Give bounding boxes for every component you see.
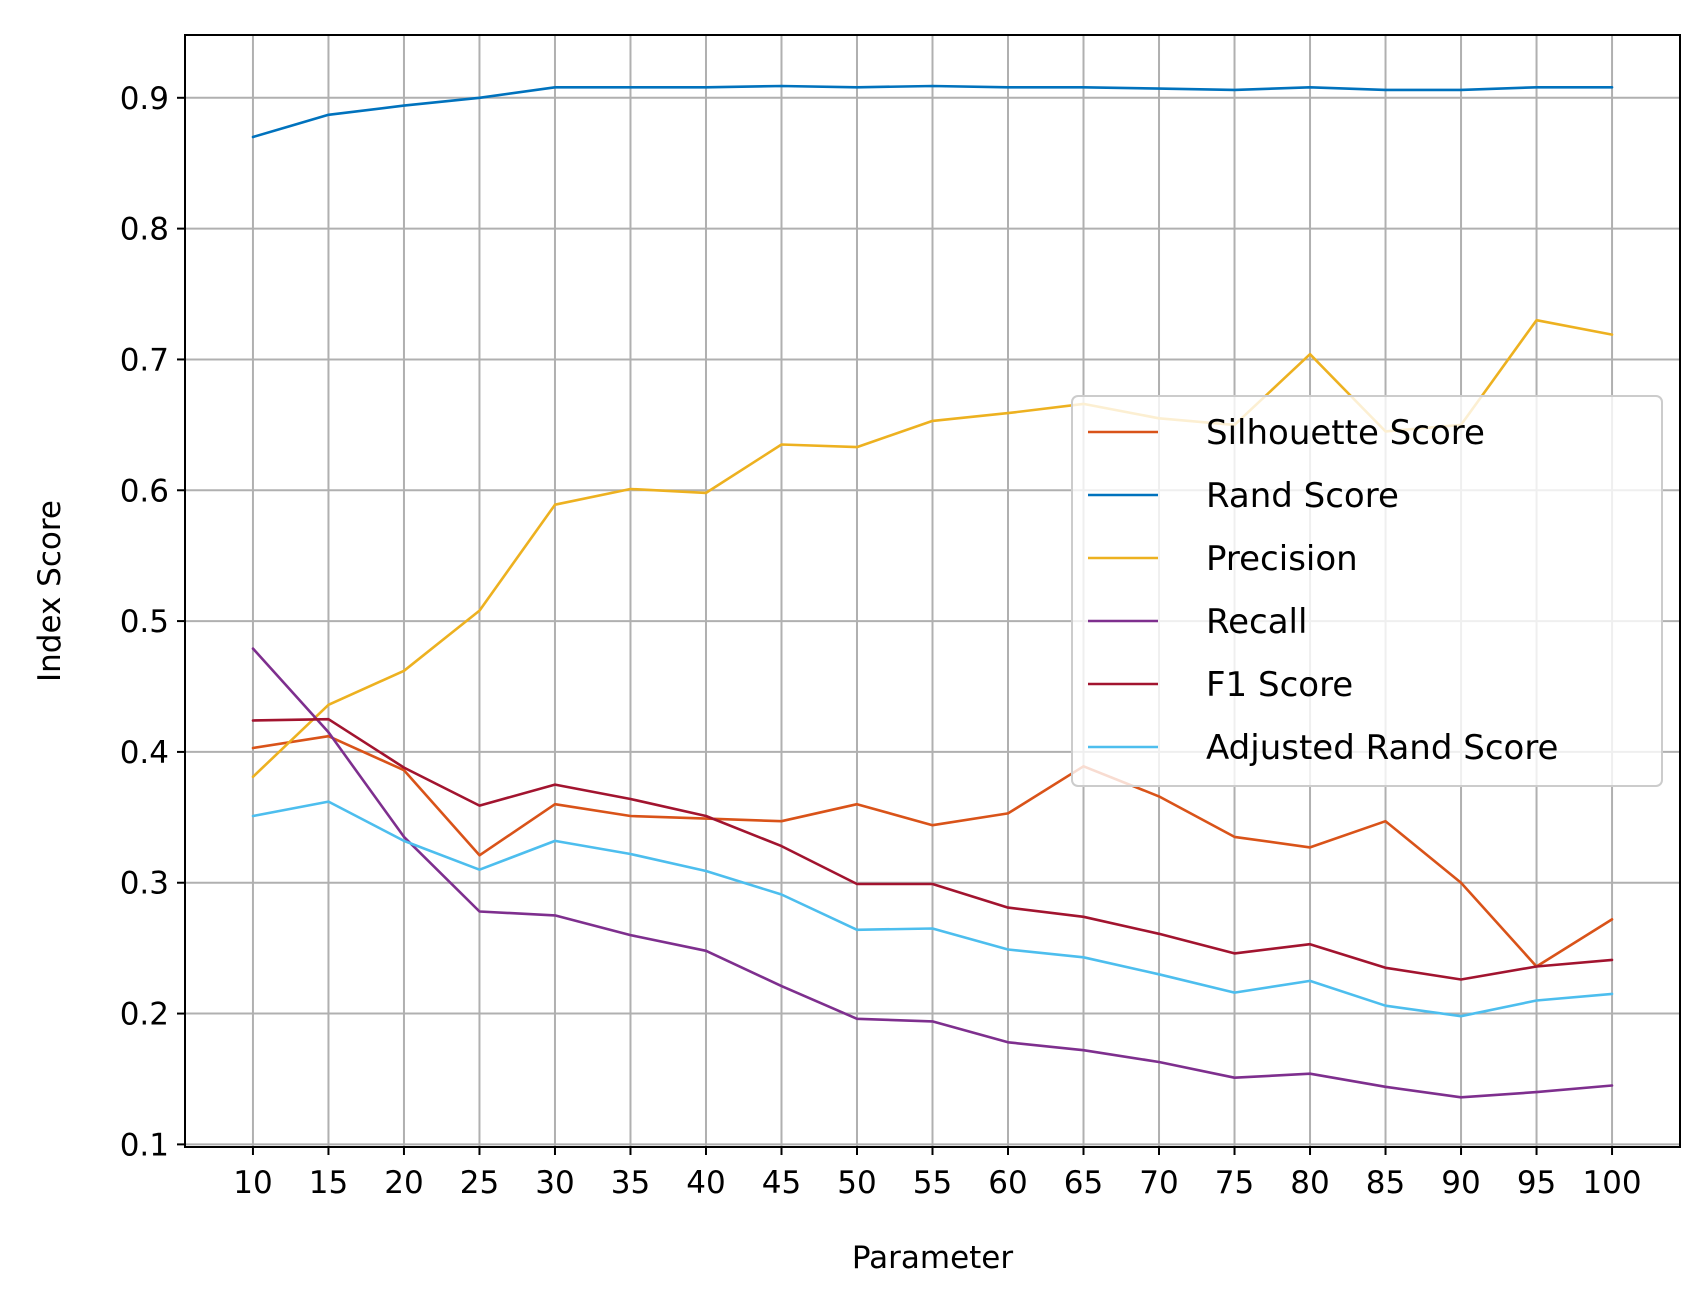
legend-label: F1 Score bbox=[1206, 665, 1353, 705]
x-axis-label: Parameter bbox=[852, 1240, 1014, 1276]
legend: Silhouette Score Rand Score Precision Recal… bbox=[1071, 395, 1663, 787]
series-line-rand-score bbox=[251, 84, 1614, 139]
y-tick-label: 0.4 bbox=[120, 735, 169, 771]
x-tick-label: 30 bbox=[535, 1165, 574, 1201]
y-tick-label: 0.9 bbox=[120, 81, 169, 117]
y-tick-label: 0.6 bbox=[120, 473, 169, 509]
x-tick-label: 70 bbox=[1139, 1165, 1178, 1201]
series-line-adjusted-rand-score bbox=[251, 800, 1614, 1018]
x-tick-label: 10 bbox=[233, 1165, 272, 1201]
series-line-f1-score bbox=[251, 717, 1614, 981]
x-tick-label: 15 bbox=[309, 1165, 348, 1201]
series-line-recall bbox=[251, 647, 1614, 1099]
x-tick-label: 90 bbox=[1441, 1165, 1480, 1201]
x-tick-label: 75 bbox=[1215, 1165, 1254, 1201]
x-tick-label: 35 bbox=[611, 1165, 650, 1201]
x-tick-label: 65 bbox=[1064, 1165, 1103, 1201]
x-tick-label: 55 bbox=[913, 1165, 952, 1201]
x-tick-label: 50 bbox=[837, 1165, 876, 1201]
x-tick-label: 85 bbox=[1366, 1165, 1405, 1201]
y-axis-label: Index Score bbox=[32, 500, 68, 682]
legend-label: Adjusted Rand Score bbox=[1206, 728, 1558, 768]
y-tick-label: 0.7 bbox=[120, 342, 169, 378]
y-tick-label: 0.3 bbox=[120, 866, 169, 902]
axis-ticks: 10 15 20 25 30 35 40 45 50 55 60 65 70 75 80 85 90 95 100 0… bbox=[120, 81, 1642, 1201]
y-tick-label: 0.8 bbox=[120, 212, 169, 248]
x-tick-label: 25 bbox=[460, 1165, 499, 1201]
x-tick-label: 95 bbox=[1517, 1165, 1556, 1201]
y-tick-label: 0.5 bbox=[120, 604, 169, 640]
legend-label: Recall bbox=[1206, 602, 1307, 642]
y-tick-label: 0.2 bbox=[120, 997, 169, 1033]
series-lines bbox=[251, 84, 1614, 1099]
x-tick-label: 100 bbox=[1582, 1165, 1641, 1201]
x-tick-label: 40 bbox=[686, 1165, 725, 1201]
legend-box bbox=[1071, 395, 1663, 787]
x-tick-label: 60 bbox=[988, 1165, 1027, 1201]
x-tick-label: 80 bbox=[1290, 1165, 1329, 1201]
series-line-silhouette-score bbox=[251, 734, 1614, 968]
x-tick-label: 20 bbox=[384, 1165, 423, 1201]
legend-label: Silhouette Score bbox=[1206, 413, 1485, 453]
legend-label: Precision bbox=[1206, 539, 1358, 579]
y-tick-label: 0.1 bbox=[120, 1127, 169, 1163]
legend-label: Rand Score bbox=[1206, 476, 1399, 516]
x-tick-label: 45 bbox=[762, 1165, 801, 1201]
